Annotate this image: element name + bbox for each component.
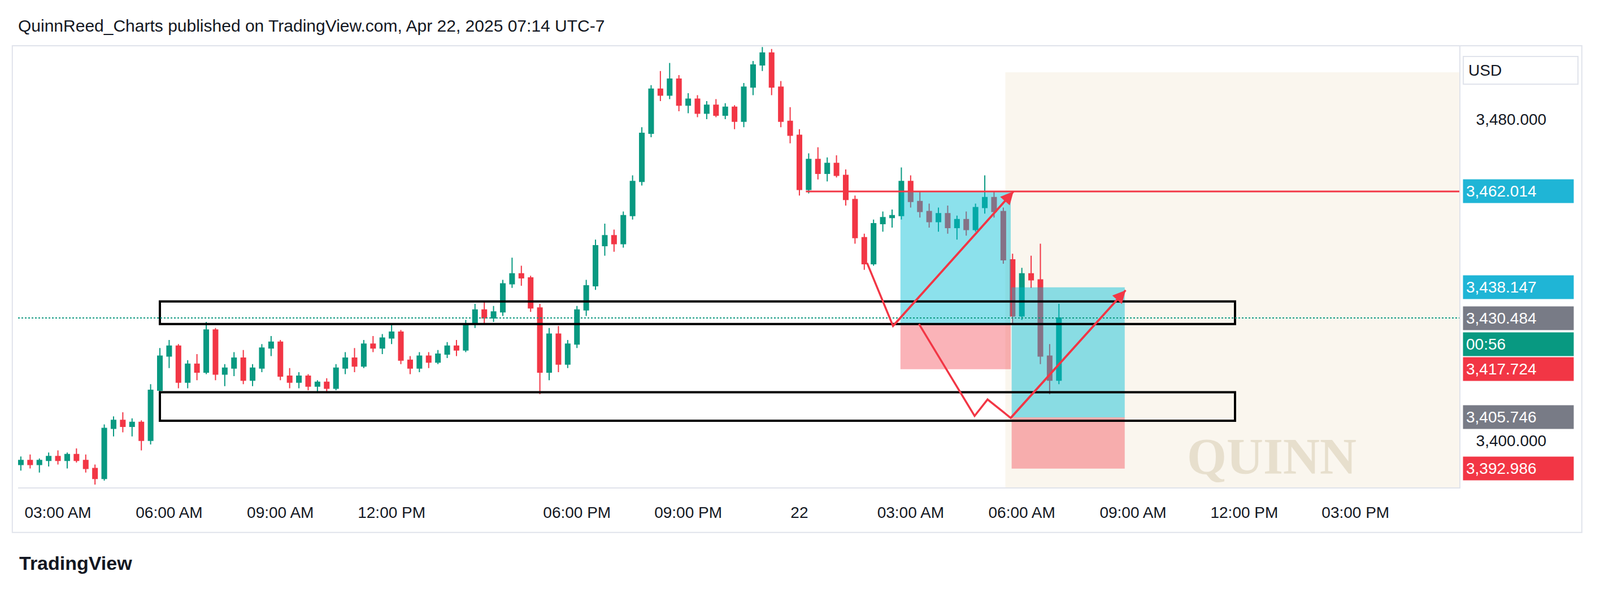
svg-text:09:00 PM: 09:00 PM: [654, 503, 723, 522]
svg-text:USD: USD: [1468, 61, 1502, 80]
svg-text:06:00 AM: 06:00 AM: [135, 503, 203, 522]
svg-text:06:00 PM: 06:00 PM: [542, 503, 611, 522]
svg-text:3,392.986: 3,392.986: [1466, 459, 1537, 478]
svg-text:12:00 PM: 12:00 PM: [1210, 503, 1278, 522]
svg-text:09:00 AM: 09:00 AM: [246, 503, 314, 522]
svg-text:22: 22: [790, 503, 808, 522]
svg-text:QUINN: QUINN: [1187, 428, 1357, 485]
svg-text:QuinnReed_Charts published on: QuinnReed_Charts published on TradingVie…: [18, 16, 605, 36]
svg-text:3,400.000: 3,400.000: [1476, 432, 1547, 450]
svg-text:03:00 AM: 03:00 AM: [24, 503, 91, 522]
svg-text:3,462.014: 3,462.014: [1466, 182, 1537, 200]
svg-text:09:00 AM: 09:00 AM: [1099, 503, 1167, 522]
svg-text:3,438.147: 3,438.147: [1466, 278, 1537, 297]
svg-text:12:00 PM: 12:00 PM: [357, 503, 426, 522]
svg-text:03:00 PM: 03:00 PM: [1321, 503, 1390, 522]
svg-text:3,417.724: 3,417.724: [1466, 360, 1537, 378]
svg-text:03:00 AM: 03:00 AM: [877, 503, 945, 522]
svg-text:TradingView: TradingView: [19, 552, 133, 575]
svg-text:00:56: 00:56: [1466, 335, 1506, 354]
svg-text:3,480.000: 3,480.000: [1476, 110, 1547, 129]
svg-text:3,430.484: 3,430.484: [1466, 309, 1537, 328]
svg-text:3,405.746: 3,405.746: [1466, 408, 1537, 426]
svg-text:06:00 AM: 06:00 AM: [988, 503, 1056, 522]
